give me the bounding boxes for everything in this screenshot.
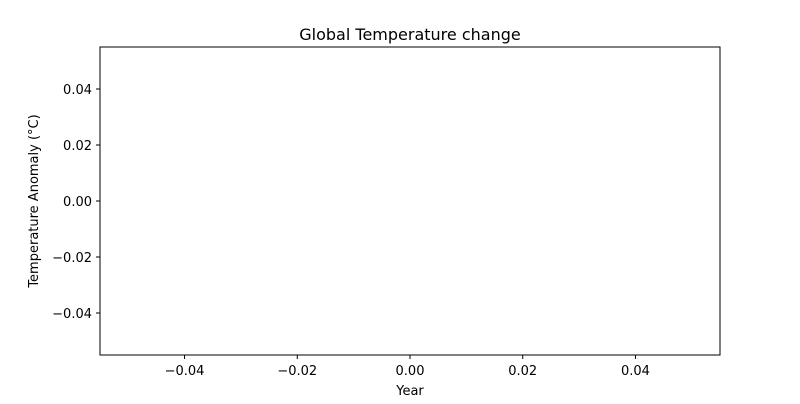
x-tick-label: −0.04 xyxy=(165,364,205,379)
plot-area xyxy=(99,46,721,356)
x-tick-label: −0.02 xyxy=(277,364,317,379)
chart-title: Global Temperature change xyxy=(299,25,520,44)
x-axis-ticks: −0.04 −0.02 0.00 0.02 0.04 xyxy=(165,355,650,379)
y-axis-label: Temperature Anomaly (°C) xyxy=(27,114,42,288)
y-tick-label: 0.02 xyxy=(63,139,92,154)
x-tick-label: 0.04 xyxy=(621,364,650,379)
y-tick-label: −0.02 xyxy=(52,251,92,266)
x-axis-label: Year xyxy=(395,384,424,399)
y-axis-ticks: −0.04 −0.02 0.00 0.02 0.04 xyxy=(52,83,100,322)
y-tick-label: 0.04 xyxy=(63,83,92,98)
y-tick-label: 0.00 xyxy=(63,195,92,210)
x-tick-label: 0.02 xyxy=(508,364,537,379)
x-tick-label: 0.00 xyxy=(396,364,425,379)
y-tick-label: −0.04 xyxy=(52,307,92,322)
